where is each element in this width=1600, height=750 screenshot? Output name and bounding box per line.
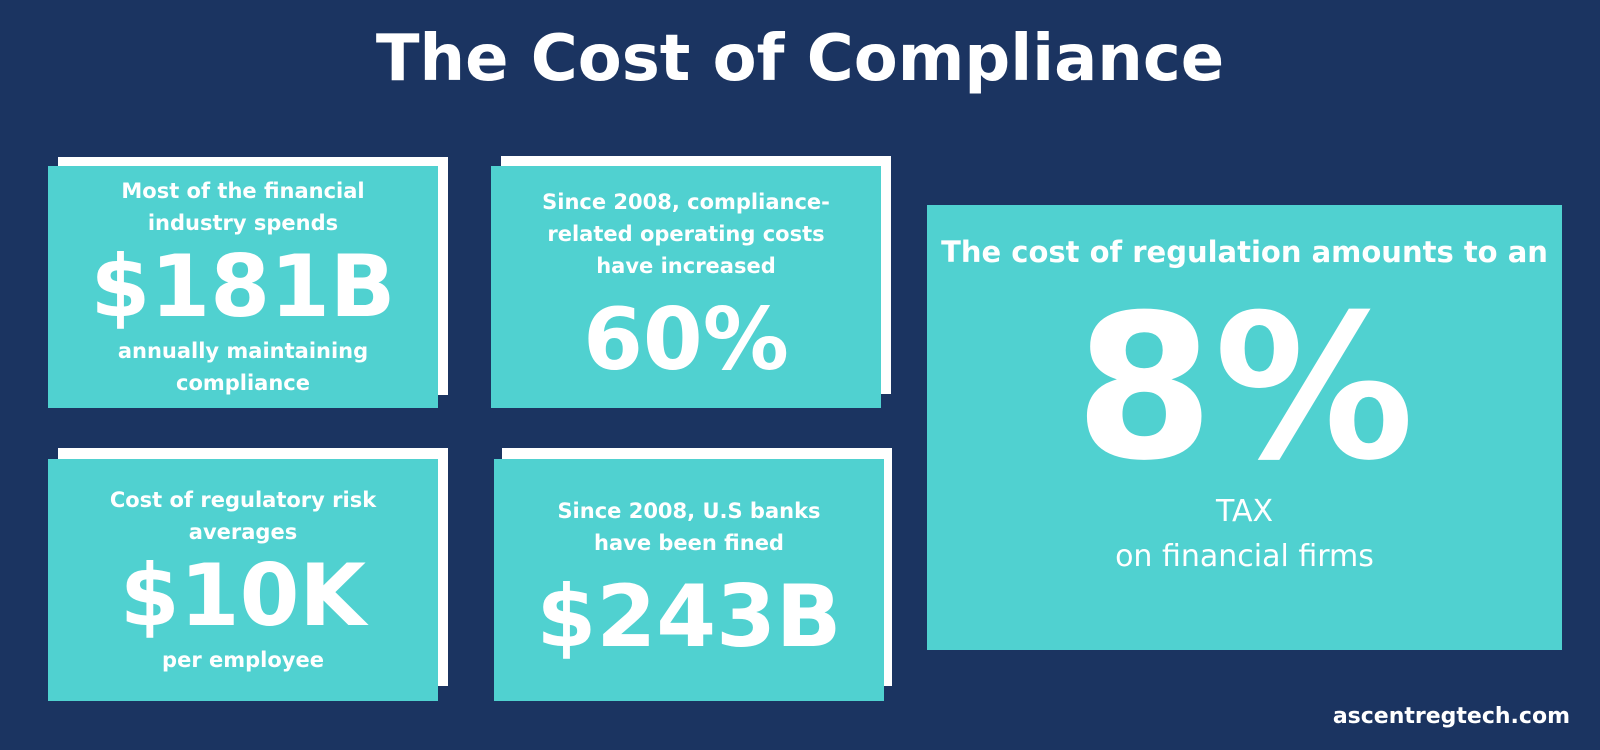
feature-card: The cost of regulation amounts to an 8% …: [927, 205, 1562, 650]
card-value: $181B: [90, 237, 396, 337]
feature-text: TAX: [1215, 494, 1274, 529]
card-value: $243B: [536, 567, 842, 667]
stat-card: Since 2008, U.S banks have been fined $2…: [494, 459, 884, 701]
card-text: Since 2008, compliance-related operating…: [542, 190, 830, 278]
card-text: annually maintaining compliance: [117, 339, 369, 395]
card-text: per employee: [162, 648, 324, 672]
card-text: Cost of regulatory risk averages: [109, 488, 377, 544]
feature-text: The cost of regulation amounts to an: [941, 235, 1548, 269]
feature-text: on financial firms: [1115, 539, 1374, 574]
card-text: Since 2008, U.S banks have been fined: [557, 499, 821, 555]
feature-value: 8%: [1074, 272, 1415, 505]
card-value: 60%: [583, 290, 789, 390]
stat-card: Since 2008, compliance-related operating…: [491, 166, 881, 408]
title: The Cost of Compliance: [375, 22, 1225, 96]
stat-card: Most of the financial industry spends $1…: [48, 166, 438, 408]
footer-url: ascentregtech.com: [1332, 704, 1570, 729]
card-value: $10K: [119, 546, 367, 646]
card-text: Most of the financial industry spends: [121, 179, 365, 235]
stat-card: Cost of regulatory risk averages $10K pe…: [48, 459, 438, 701]
